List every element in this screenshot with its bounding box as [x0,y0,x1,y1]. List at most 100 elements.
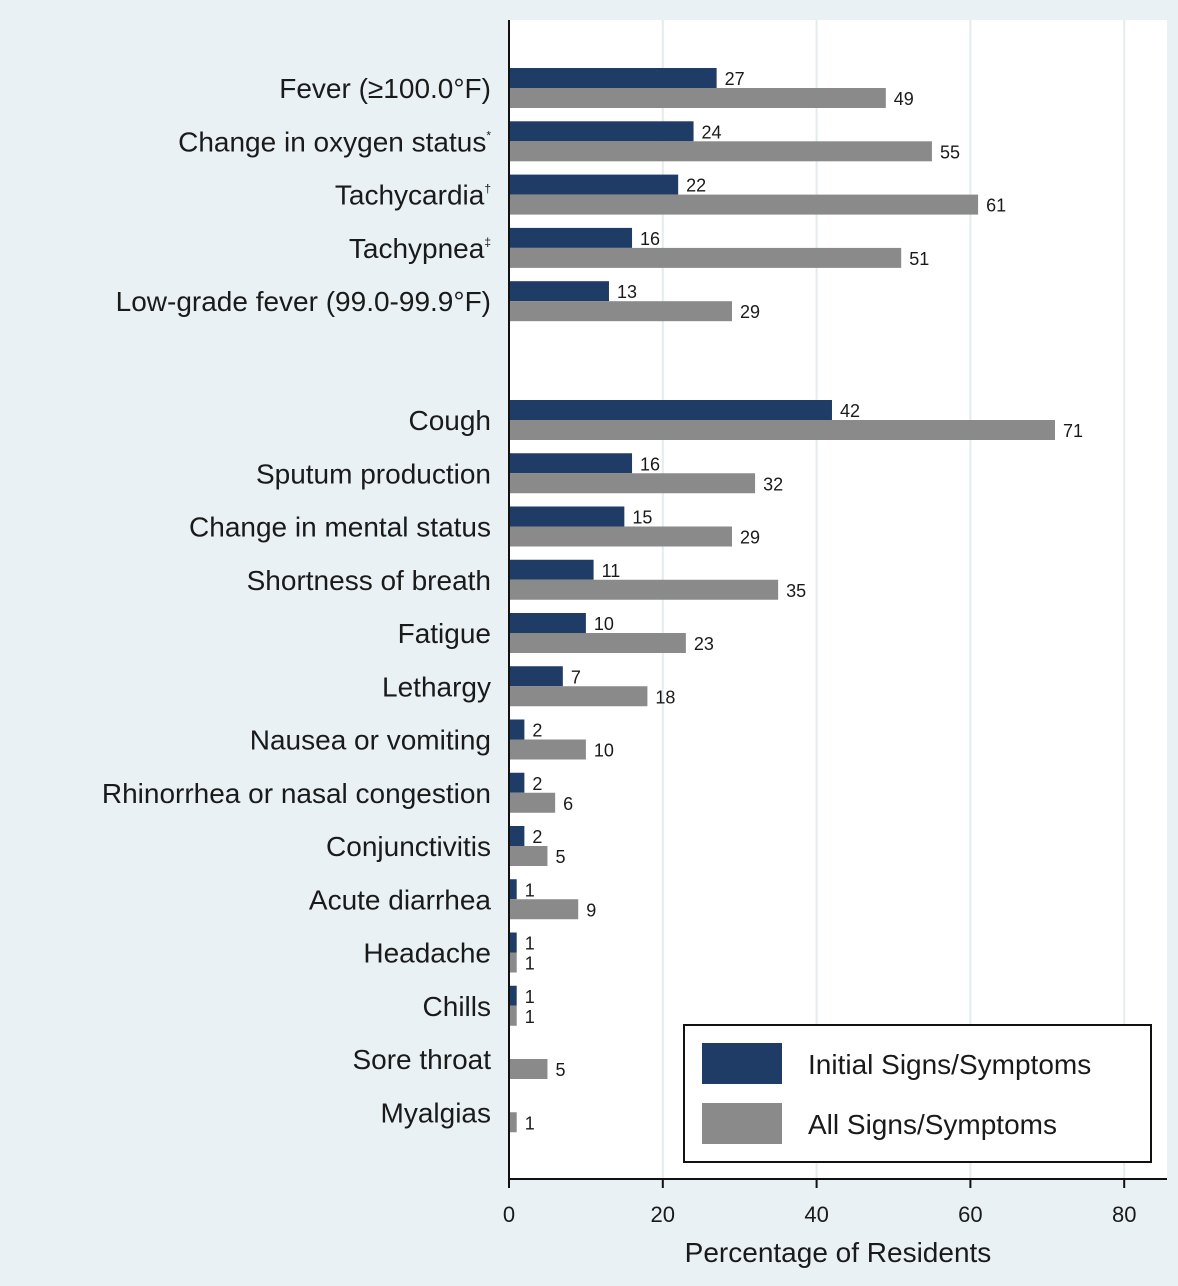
bar-all [509,247,902,268]
bar-initial [509,227,633,248]
bar-all [509,301,733,322]
category-label: Nausea or vomiting [250,725,491,756]
value-label: 15 [632,508,652,528]
value-label: 29 [740,528,760,548]
bar-all [509,420,1055,440]
value-label: 13 [617,282,637,302]
x-axis-ticks: 0 20 40 60 80 [503,1178,1136,1227]
value-label: 2 [532,774,542,794]
value-label: 1 [525,880,535,900]
bar-initial [509,985,517,1006]
bar-all [509,579,779,600]
bar-initial [509,281,609,302]
legend-swatch-initial [702,1043,782,1084]
bar-all [509,473,756,494]
bar-all [509,633,686,653]
category-label: Fatigue [398,618,491,649]
value-label: 1 [525,987,535,1007]
value-label: 7 [571,667,581,687]
bar-initial [509,826,525,846]
value-label: 5 [555,847,565,867]
x-tick-label: 0 [503,1202,515,1227]
bar-all [509,1059,548,1079]
category-label: Acute diarrhea [309,884,492,915]
value-label: 71 [1063,421,1083,441]
category-label: Sputum production [256,458,491,489]
value-label: 35 [786,581,806,601]
legend-swatch-all [702,1103,782,1144]
value-label: 1 [525,934,535,954]
bar-all [509,792,556,813]
bar-initial [509,559,594,580]
value-label: 32 [763,474,783,494]
bar-initial [509,719,525,740]
bar-initial [509,453,633,474]
category-label: Change in mental status [189,512,491,543]
value-label: 55 [940,142,960,162]
value-label: 23 [694,634,714,654]
value-label: 49 [894,89,914,109]
category-label: Headache [363,938,491,969]
category-label: Tachypnea‡ [349,233,491,264]
bar-all [509,846,548,866]
legend-label-initial: Initial Signs/Symptoms [808,1049,1091,1080]
value-label: 51 [909,249,929,269]
category-label: Shortness of breath [247,565,491,596]
value-label: 10 [594,614,614,634]
bar-all [509,194,979,215]
bar-initial [509,932,517,953]
value-label: 1 [525,1007,535,1027]
category-label: Sore throat [352,1044,491,1075]
x-axis-title: Percentage of Residents [685,1237,992,1268]
value-label: 2 [532,827,542,847]
category-label: Tachycardia† [335,180,491,211]
category-label: Low-grade fever (99.0-99.9°F) [116,286,491,317]
bar-all [509,88,886,108]
value-label: 18 [655,687,675,707]
value-label: 9 [586,900,596,920]
bar-all [509,739,586,760]
bar-all [509,952,517,973]
bar-initial [509,121,694,142]
bar-initial [509,68,717,88]
category-label: Fever (≥100.0°F) [279,73,491,104]
category-label: Conjunctivitis [326,831,491,862]
value-label: 1 [525,1113,535,1133]
bar-all [509,899,579,920]
x-tick-label: 60 [958,1202,982,1227]
bar-initial [509,666,563,687]
bar-all [509,1005,517,1026]
bar-all [509,526,733,547]
value-label: 22 [686,176,706,196]
bar-initial [509,613,586,633]
legend-label-all: All Signs/Symptoms [808,1109,1057,1140]
x-tick-label: 80 [1112,1202,1136,1227]
value-label: 16 [640,454,660,474]
value-label: 5 [555,1060,565,1080]
value-label: 29 [740,302,760,322]
value-label: 27 [725,69,745,89]
category-label: Myalgias [381,1097,491,1128]
value-label: 1 [525,954,535,974]
bar-all [509,686,648,707]
bars: 2749245522611651132942711632152911351023… [509,68,1083,1133]
bar-initial [509,400,832,420]
category-label: Change in oxygen status* [178,126,491,157]
value-label: 16 [640,229,660,249]
value-label: 2 [532,721,542,741]
x-tick-label: 40 [804,1202,828,1227]
bar-all [509,141,932,162]
x-tick-label: 20 [651,1202,675,1227]
value-label: 11 [602,561,621,581]
bar-initial [509,879,517,900]
legend: Initial Signs/Symptoms All Signs/Symptom… [683,1024,1152,1163]
bar-initial [509,506,625,527]
value-label: 42 [840,401,860,421]
category-label: Rhinorrhea or nasal congestion [102,778,491,809]
category-label: Lethargy [382,671,491,702]
value-label: 6 [563,794,573,814]
value-label: 10 [594,741,614,761]
category-label: Chills [423,991,491,1022]
value-label: 61 [986,196,1006,216]
